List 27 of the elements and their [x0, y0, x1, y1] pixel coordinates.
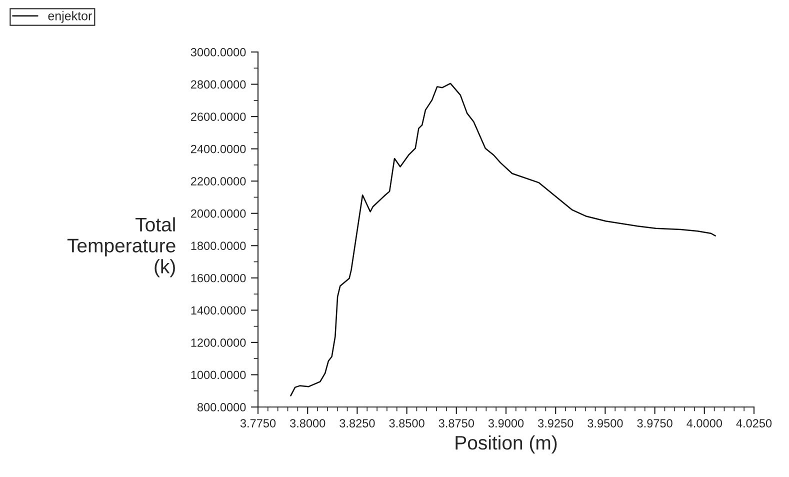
y-tick-label: 2200.0000	[190, 177, 246, 186]
y-tick-label: 1200.0000	[191, 338, 246, 347]
x-tick-label: 3.8000	[290, 419, 326, 428]
x-tick-label: 3.9500	[588, 419, 623, 428]
y-tick-label: 2400.0000	[190, 144, 246, 154]
y-tick-label: 2600.0000	[190, 112, 246, 121]
x-tick-label: 3.9750	[637, 419, 672, 428]
x-tick-label: 3.8500	[389, 419, 424, 428]
x-axis-title: Position (m)	[456, 435, 557, 454]
y-tick-label: 2800.0000	[190, 80, 246, 89]
x-tick-label: 4.0000	[686, 419, 722, 428]
x-tick-label: 3.8750	[438, 419, 474, 428]
line-series	[290, 82, 716, 396]
y-tick-label: 800.0000	[197, 403, 246, 412]
y-tick-label: 2000.0000	[190, 209, 246, 218]
y-tick-label: 1600.0000	[191, 274, 246, 282]
y-axis-title: Total Temperature (k)	[67, 217, 176, 278]
x-tick-label: 3.8250	[340, 419, 375, 428]
legend-label: enjektor	[48, 11, 92, 23]
x-tick-label: 3.7750	[240, 419, 276, 428]
x-tick-label: 3.9250	[538, 419, 574, 428]
y-tick-label: 1400.0000	[191, 306, 246, 315]
y-tick-label: 1800.0000	[191, 242, 246, 250]
y-tick-label: 3000.0000	[190, 48, 246, 56]
x-tick-label: 4.0250	[736, 419, 772, 428]
x-tick-label: 3.9000	[488, 419, 524, 428]
y-tick-label: 1000.0000	[191, 370, 246, 380]
